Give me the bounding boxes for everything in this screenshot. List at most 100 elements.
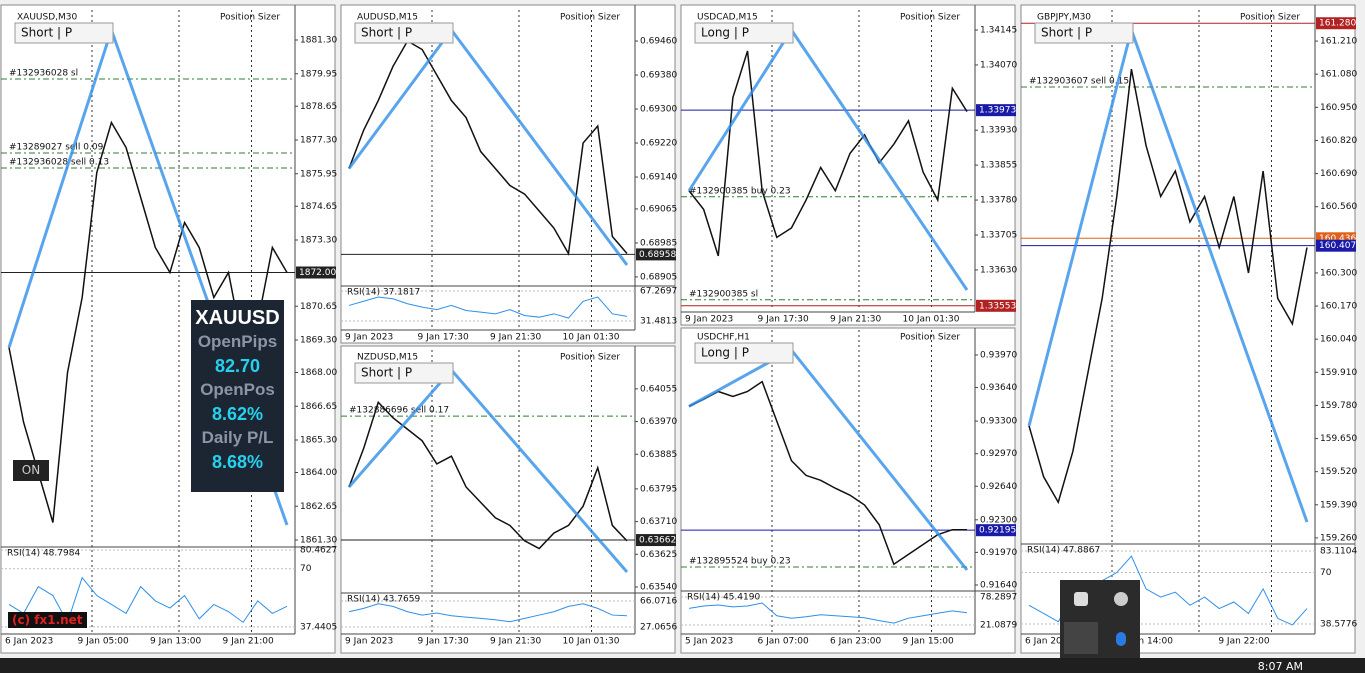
chart-frame bbox=[680, 4, 1016, 326]
x-tick-label: 10 Jan 01:30 bbox=[563, 333, 620, 343]
toolbar bbox=[1034, 22, 1134, 44]
toolbar bbox=[694, 22, 794, 44]
price-line bbox=[348, 400, 628, 550]
y-tick-label: 0.63710 bbox=[640, 517, 677, 527]
price-box bbox=[1316, 239, 1356, 252]
y-tick-label: 160.170 bbox=[1320, 302, 1357, 312]
x-tick-label: 9 Jan 21:00 bbox=[223, 637, 275, 647]
y-tick-label: 0.63885 bbox=[640, 450, 677, 460]
x-tick-label: 6 Jan 2023 bbox=[5, 637, 53, 647]
price-label: 1.33553 bbox=[979, 301, 1016, 311]
y-tick-label: 0.93300 bbox=[980, 417, 1017, 427]
price-label: 1872.00 bbox=[299, 268, 336, 278]
clock: 8:07 AM bbox=[1257, 660, 1303, 673]
tray-icon[interactable] bbox=[1114, 592, 1128, 606]
y-tick-label: 160.560 bbox=[1320, 202, 1357, 212]
price-box bbox=[976, 524, 1016, 537]
rsi-label: RSI(14) 45.4190 bbox=[687, 593, 760, 603]
rsi-tick-label: 80.4627 bbox=[300, 546, 337, 556]
x-tick-label: 6 Jan 20 bbox=[1025, 637, 1062, 647]
y-tick-label: 1.34145 bbox=[980, 26, 1017, 36]
rsi-line bbox=[348, 296, 628, 319]
toolbar-label: Short | P bbox=[1041, 26, 1092, 40]
price-box bbox=[1316, 17, 1356, 30]
position-sizer: Position Sizer bbox=[900, 13, 960, 23]
rsi-tick-label: 83.1104 bbox=[1320, 547, 1357, 557]
price-line bbox=[688, 380, 967, 566]
x-tick-label: 9 Jan 2023 bbox=[345, 637, 393, 647]
dash-value: 8.62% bbox=[211, 404, 264, 424]
price-box bbox=[636, 248, 676, 261]
position-sizer: Position Sizer bbox=[220, 13, 280, 23]
price-line bbox=[688, 50, 968, 257]
toolbar bbox=[694, 342, 794, 364]
price-box bbox=[636, 534, 676, 547]
y-tick-label: 1868.00 bbox=[300, 368, 337, 378]
y-tick-label: 1.33780 bbox=[980, 196, 1017, 206]
price-line bbox=[1028, 68, 1308, 505]
price-label: 0.63662 bbox=[639, 536, 676, 546]
y-tick-label: 1866.65 bbox=[300, 402, 337, 412]
y-tick-label: 159.780 bbox=[1320, 401, 1357, 411]
on-button[interactable]: ON bbox=[13, 460, 49, 481]
price-label: 161.280 bbox=[1319, 19, 1356, 29]
chart-title: USDCAD,M15 bbox=[697, 13, 758, 23]
toolbar-label: Short | P bbox=[21, 26, 72, 40]
x-tick-label: 9 Jan 05:00 bbox=[78, 637, 130, 647]
price-line bbox=[348, 40, 628, 256]
chart-title: USDCHF,H1 bbox=[697, 333, 750, 343]
chart-title: GBPJPY,M30 bbox=[1037, 13, 1091, 23]
x-tick-label: 9 Jan 22:00 bbox=[1218, 637, 1270, 647]
tray-icon[interactable] bbox=[1074, 592, 1088, 606]
y-tick-label: 1874.65 bbox=[300, 202, 337, 212]
y-tick-label: 160.820 bbox=[1320, 136, 1357, 146]
y-tick-label: 1870.65 bbox=[300, 302, 337, 312]
rsi-tick-label: 70 bbox=[300, 564, 312, 574]
rsi-label: RSI(14) 47.8867 bbox=[1027, 546, 1100, 556]
rsi-tick-label: 67.2697 bbox=[640, 286, 677, 296]
x-tick-label: 9 Jan 21:30 bbox=[830, 315, 882, 325]
y-tick-label: 0.68985 bbox=[640, 238, 677, 248]
rsi-tick-label: 70 bbox=[1320, 568, 1332, 578]
position-sizer: Position Sizer bbox=[560, 353, 620, 363]
toolbar-label: Short | P bbox=[361, 26, 412, 40]
y-tick-label: 161.210 bbox=[1320, 37, 1357, 47]
y-tick-label: 0.64055 bbox=[640, 384, 677, 394]
y-tick-label: 1869.30 bbox=[300, 336, 337, 346]
y-tick-label: 0.69220 bbox=[640, 139, 677, 149]
position-sizer: Position Sizer bbox=[560, 13, 620, 23]
y-tick-label: 0.91640 bbox=[980, 580, 1017, 590]
order-label: #132895524 buy 0.23 bbox=[689, 557, 791, 567]
x-tick-label: 9 Jan 21:30 bbox=[490, 333, 542, 343]
y-tick-label: 0.69140 bbox=[640, 173, 677, 183]
rsi-tick-label: 21.0879 bbox=[980, 621, 1017, 631]
y-tick-label: 1861.30 bbox=[300, 536, 337, 546]
x-tick-label: 10 Jan 01:30 bbox=[563, 637, 620, 647]
tray-icon[interactable] bbox=[1116, 632, 1126, 646]
y-tick-label: 0.92300 bbox=[980, 515, 1017, 525]
dash-label: Daily P/L bbox=[201, 428, 274, 447]
x-tick-label: 9 Jan 2023 bbox=[345, 333, 393, 343]
x-tick-label: 10 Jan 01:30 bbox=[903, 315, 960, 325]
y-tick-label: 0.68905 bbox=[640, 272, 677, 282]
rsi-line bbox=[688, 602, 968, 624]
dash-label: OpenPos bbox=[200, 380, 275, 399]
y-tick-label: 159.390 bbox=[1320, 500, 1357, 510]
dashboard: XAUUSD OpenPips 82.70 OpenPos 8.62% Dail… bbox=[191, 300, 284, 492]
chart-frame bbox=[680, 327, 1016, 654]
x-tick-label: 9 Jan 13:00 bbox=[150, 637, 202, 647]
x-tick-label: 9 Jan 14:00 bbox=[1122, 637, 1174, 647]
y-tick-label: 0.69380 bbox=[640, 71, 677, 81]
toolbar bbox=[14, 22, 114, 44]
chart-title: NZDUSD,M15 bbox=[357, 353, 418, 363]
y-tick-label: 1.33705 bbox=[980, 231, 1017, 241]
y-tick-label: 0.63795 bbox=[640, 484, 677, 494]
taskbar: 8:07 AM bbox=[0, 658, 1365, 673]
order-label: #132886696 sell 0.17 bbox=[349, 406, 449, 416]
toolbar-label: Long | P bbox=[701, 346, 749, 360]
tray-icon[interactable] bbox=[1064, 622, 1098, 654]
y-tick-label: 0.63625 bbox=[640, 550, 677, 560]
watermark: (c) fx1.net bbox=[8, 612, 87, 628]
price-label: 160.407 bbox=[1319, 241, 1356, 251]
